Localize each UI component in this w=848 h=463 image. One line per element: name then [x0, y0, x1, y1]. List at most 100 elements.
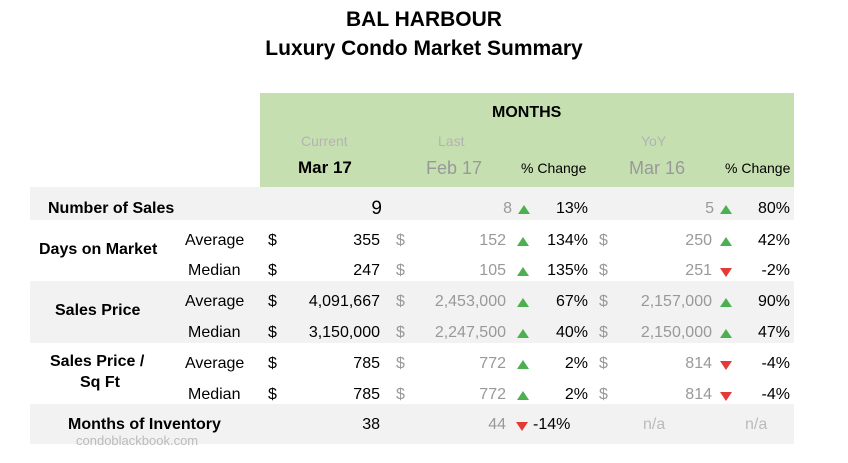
currency-symbol: $ — [268, 386, 277, 403]
trend-up-icon — [518, 205, 530, 214]
sqft-med-yoy: 814 — [685, 386, 712, 403]
sqft-avg-last-change: 2% — [564, 355, 588, 372]
dom-avg-yoy: 250 — [685, 232, 712, 249]
sales-yoy-change: 80% — [757, 200, 790, 217]
sqft-med-yoy-change: -4% — [761, 386, 790, 403]
yoy-pct-change-header: % Change — [725, 160, 791, 176]
currency-symbol: $ — [268, 355, 277, 372]
dom-avg-last: 152 — [479, 232, 506, 249]
dom-avg-current: 355 — [353, 232, 380, 249]
trend-up-icon — [720, 329, 732, 338]
sub-dom-average: Average — [185, 232, 245, 249]
currency-symbol: $ — [599, 293, 608, 310]
currency-symbol: $ — [396, 386, 405, 403]
band-sales-price — [30, 281, 794, 343]
currency-symbol: $ — [396, 232, 405, 249]
label-days-on-market: Days on Market — [39, 241, 158, 258]
sales-last-change: 13% — [555, 200, 588, 217]
currency-symbol: $ — [396, 262, 405, 279]
sales-yoy: 5 — [705, 200, 714, 217]
trend-down-icon — [720, 268, 732, 277]
currency-symbol: $ — [599, 386, 608, 403]
currency-symbol: $ — [396, 355, 405, 372]
currency-symbol: $ — [599, 355, 608, 372]
currency-symbol: $ — [268, 293, 277, 310]
dom-avg-last-change: 134% — [547, 232, 588, 249]
trend-up-icon — [720, 205, 732, 214]
trend-up-icon — [517, 329, 529, 338]
sub-sp-average: Average — [185, 293, 245, 310]
trend-down-icon — [720, 392, 732, 401]
inventory-last: 44 — [488, 416, 506, 433]
label-sales-price-per-sqft-1: Sales Price / — [50, 353, 145, 370]
trend-up-icon — [517, 391, 529, 400]
sp-med-yoy-change: 47% — [757, 324, 790, 341]
current-label: Current — [301, 133, 348, 149]
yoy-label: YoY — [641, 133, 667, 149]
band-number-of-sales — [30, 187, 794, 220]
last-label: Last — [438, 133, 465, 149]
label-sales-price: Sales Price — [55, 302, 141, 319]
currency-symbol: $ — [599, 232, 608, 249]
inventory-yoy-change: n/a — [745, 416, 768, 433]
currency-symbol: $ — [396, 324, 405, 341]
currency-symbol: $ — [599, 262, 608, 279]
sub-sqft-median: Median — [188, 386, 241, 403]
trend-up-icon — [517, 237, 529, 246]
sqft-med-current: 785 — [353, 386, 380, 403]
sp-med-last-change: 40% — [555, 324, 588, 341]
sp-med-last: 2,247,500 — [434, 324, 506, 341]
currency-symbol: $ — [268, 232, 277, 249]
trend-up-icon — [517, 298, 529, 307]
label-sales-price-per-sqft-2: Sq Ft — [80, 374, 120, 391]
months-header — [260, 93, 794, 187]
sp-avg-yoy-change: 90% — [757, 293, 790, 310]
page-title: BAL HARBOUR — [346, 8, 502, 31]
trend-up-icon — [720, 298, 732, 307]
trend-up-icon — [720, 237, 732, 246]
sp-avg-current: 4,091,667 — [308, 293, 380, 310]
sqft-med-last: 772 — [479, 386, 506, 403]
currency-symbol: $ — [396, 293, 405, 310]
dom-med-yoy-change: -2% — [761, 262, 790, 279]
sales-current: 9 — [371, 198, 382, 219]
sales-last: 8 — [503, 200, 512, 217]
trend-up-icon — [517, 267, 529, 276]
sqft-avg-current: 785 — [353, 355, 380, 372]
dom-med-yoy: 251 — [685, 262, 712, 279]
last-period: Feb 17 — [426, 158, 483, 178]
last-pct-change-header: % Change — [521, 160, 587, 176]
sqft-med-last-change: 2% — [564, 386, 588, 403]
inventory-yoy: n/a — [643, 416, 666, 433]
sp-avg-last-change: 67% — [555, 293, 588, 310]
dom-med-current: 247 — [353, 262, 380, 279]
sqft-avg-yoy: 814 — [685, 355, 712, 372]
sp-avg-yoy: 2,157,000 — [640, 293, 712, 310]
yoy-period: Mar 16 — [629, 158, 686, 178]
sqft-avg-yoy-change: -4% — [761, 355, 790, 372]
sp-avg-last: 2,453,000 — [434, 293, 506, 310]
trend-down-icon — [516, 422, 528, 431]
label-months-of-inventory: Months of Inventory — [68, 416, 221, 433]
dom-med-last: 105 — [479, 262, 506, 279]
sub-dom-median: Median — [188, 262, 241, 279]
page-subtitle: Luxury Condo Market Summary — [265, 37, 583, 60]
watermark: condoblackbook.com — [76, 433, 199, 448]
trend-up-icon — [517, 360, 529, 369]
current-period: Mar 17 — [298, 158, 352, 177]
label-number-of-sales: Number of Sales — [48, 200, 175, 217]
dom-med-last-change: 135% — [547, 262, 588, 279]
inventory-last-change: -14% — [533, 416, 571, 433]
months-label: MONTHS — [492, 104, 562, 121]
sub-sqft-average: Average — [185, 355, 245, 372]
sp-med-current: 3,150,000 — [308, 324, 380, 341]
currency-symbol: $ — [268, 262, 277, 279]
sp-med-yoy: 2,150,000 — [640, 324, 712, 341]
inventory-current: 38 — [362, 416, 380, 433]
currency-symbol: $ — [268, 324, 277, 341]
trend-down-icon — [720, 361, 732, 370]
sqft-avg-last: 772 — [479, 355, 506, 372]
sub-sp-median: Median — [188, 324, 241, 341]
band-months-of-inventory — [30, 404, 794, 444]
dom-avg-yoy-change: 42% — [757, 232, 790, 249]
